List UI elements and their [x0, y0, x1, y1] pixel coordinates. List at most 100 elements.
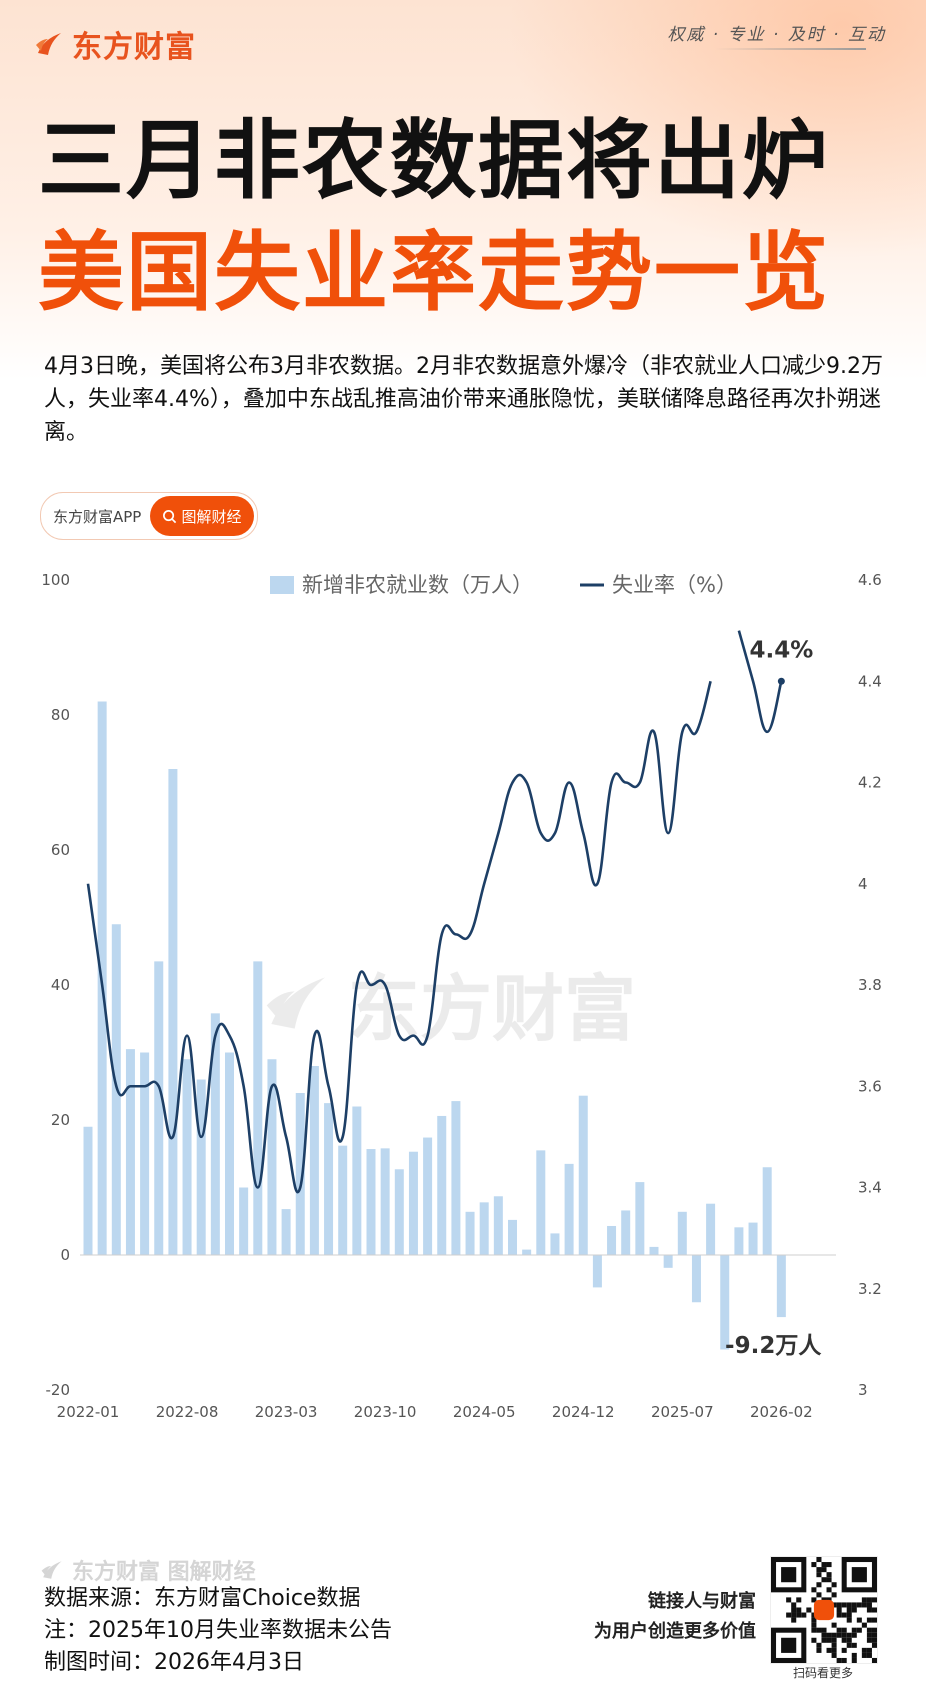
qr-module	[816, 1582, 822, 1588]
qr-code[interactable]	[770, 1556, 878, 1664]
qr-module	[816, 1557, 822, 1563]
qr-module	[826, 1572, 832, 1578]
y-left-tick-label: -20	[46, 1381, 71, 1399]
qr-module	[791, 1617, 797, 1623]
page-subtitle: 美国失业率走势一览	[38, 223, 830, 323]
bar	[324, 1103, 334, 1255]
qr-module	[866, 1647, 872, 1653]
qr-module	[861, 1647, 867, 1653]
qr-center-logo	[813, 1599, 835, 1621]
qr-module	[846, 1637, 852, 1643]
qr-module	[811, 1587, 817, 1593]
qr-module	[791, 1602, 797, 1608]
bar	[196, 1079, 206, 1255]
annotation-rate: 4.4%	[750, 637, 814, 663]
slogan-underline	[716, 48, 866, 50]
bar	[437, 1115, 447, 1255]
qr-module	[871, 1632, 877, 1638]
bar	[592, 1255, 602, 1288]
qr-module	[811, 1597, 817, 1603]
bar	[479, 1202, 489, 1255]
bar	[366, 1149, 376, 1255]
qr-module	[791, 1612, 797, 1618]
qr-module	[866, 1637, 872, 1643]
qr-module	[826, 1637, 832, 1643]
qr-module	[836, 1612, 842, 1618]
bar	[748, 1222, 758, 1255]
y-left-tick-label: 60	[51, 841, 70, 859]
x-axis: 2022-01 2022-08 2023-03 2023-10 2024-05 2024-…	[57, 1403, 813, 1421]
qr-module	[856, 1617, 862, 1623]
qr-module	[841, 1627, 847, 1633]
qr-module	[871, 1642, 877, 1648]
qr-module	[821, 1562, 827, 1568]
qr-module	[831, 1647, 837, 1653]
qr-module	[866, 1627, 872, 1633]
bar	[380, 1148, 390, 1255]
bar	[154, 961, 164, 1255]
qr-module	[871, 1627, 877, 1633]
unemployment-line	[86, 680, 712, 1194]
qr-caption: 扫码看更多	[792, 1666, 853, 1680]
bar	[578, 1095, 588, 1255]
qr-module	[851, 1657, 857, 1663]
header-background	[0, 0, 926, 380]
qr-module	[846, 1612, 852, 1618]
qr-module	[841, 1612, 847, 1618]
qr-module	[836, 1632, 842, 1638]
footer-cta: 链接人与财富 为用户创造更多价值	[594, 1587, 756, 1647]
cta-line1: 链接人与财富	[648, 1591, 756, 1612]
qr-module	[841, 1657, 847, 1663]
qr-module	[841, 1637, 847, 1643]
x-tick-label: 2024-05	[453, 1403, 516, 1421]
y-right-tick-label: 4.2	[858, 774, 882, 792]
qr-module	[821, 1632, 827, 1638]
bar	[295, 1093, 305, 1255]
x-tick-label: 2022-08	[156, 1403, 219, 1421]
bar	[225, 1052, 234, 1255]
qr-module	[796, 1612, 802, 1618]
brand-logo: 东方财富	[34, 22, 196, 66]
watermark: 东方财富	[262, 950, 636, 1055]
slogan: 权威 · 专业 · 及时 · 互动	[667, 25, 886, 45]
bar	[352, 1106, 362, 1255]
qr-module	[846, 1642, 852, 1648]
tag-button[interactable]: 图解财经	[150, 496, 254, 536]
line-series	[86, 630, 785, 1194]
qr-module	[796, 1597, 802, 1603]
qr-module	[831, 1637, 837, 1643]
qr-module	[866, 1597, 872, 1603]
line-endpoint	[777, 677, 785, 685]
y-right-tick-label: 3.2	[858, 1280, 882, 1298]
x-tick-label: 2024-12	[552, 1403, 615, 1421]
qr-module	[856, 1602, 862, 1608]
qr-module	[831, 1622, 837, 1628]
y-left-tick-label: 20	[51, 1111, 70, 1129]
bar	[691, 1255, 701, 1303]
qr-module	[861, 1622, 867, 1628]
bar	[394, 1169, 404, 1255]
qr-module	[846, 1607, 852, 1613]
legend-bar-swatch	[270, 576, 294, 594]
y-right-tick-label: 4	[858, 875, 868, 893]
qr-module	[831, 1582, 837, 1588]
qr-module	[816, 1642, 822, 1648]
bar-series	[83, 701, 786, 1350]
y-left-tick-label: 80	[51, 706, 70, 724]
y-right-tick-label: 3	[858, 1381, 868, 1399]
bar	[140, 1052, 150, 1255]
chart-legend: 新增非农就业数（万人） 失业率（%）	[270, 573, 737, 597]
flame-logo-icon	[36, 33, 61, 55]
qr-module	[851, 1642, 857, 1648]
annotations: 4.4% -9.2万人	[725, 637, 822, 1359]
bar	[776, 1255, 786, 1318]
bar	[309, 1066, 319, 1255]
qr-module	[826, 1577, 832, 1583]
qr-module	[786, 1597, 792, 1603]
search-icon	[163, 509, 177, 523]
x-tick-label: 2022-01	[57, 1403, 120, 1421]
tag-label: 图解财经	[181, 507, 242, 526]
qr-module	[821, 1577, 827, 1583]
source-pill[interactable]: 东方财富APP 图解财经	[40, 492, 258, 540]
bar	[564, 1163, 574, 1255]
